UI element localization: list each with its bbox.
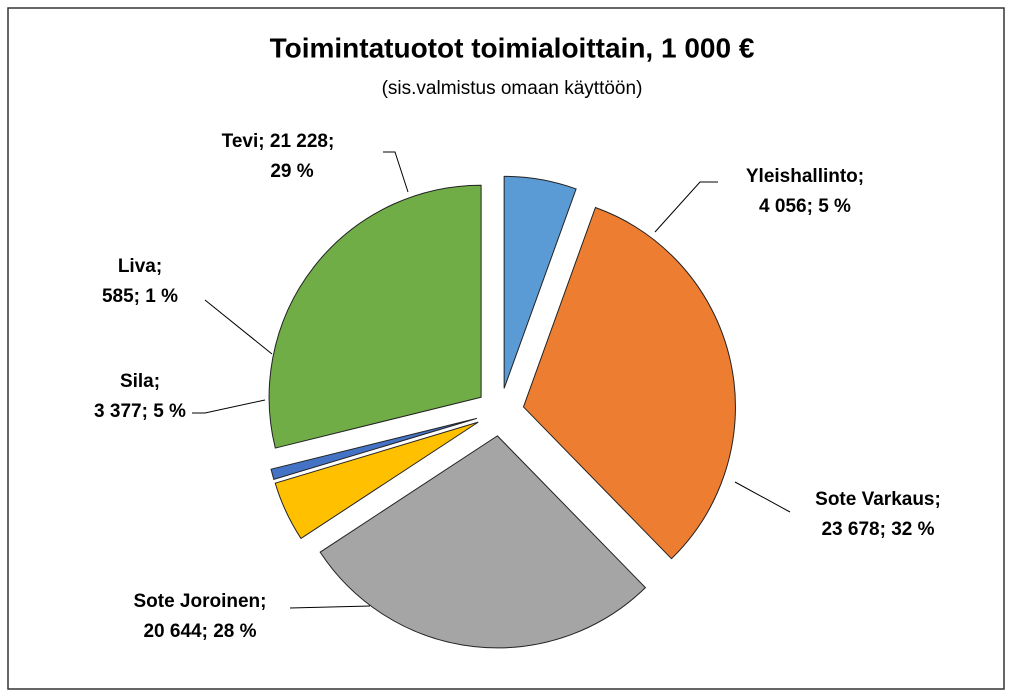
data-label: Tevi; 21 228; [222,131,335,152]
data-label: Sote Joroinen; [133,591,266,612]
data-label: Liva; [118,256,162,277]
pie-slice [274,421,479,540]
data-label: Sila; [120,371,160,392]
leader-line [289,605,371,609]
leader-line [192,399,266,414]
chart-subtitle: (sis.valmistus omaan käyttöön) [382,78,643,99]
data-label: 585; 1 % [102,286,178,307]
data-label: Sote Varkaus; [815,489,941,510]
data-label: Yleishallinto; [746,166,864,187]
data-label: 29 % [270,161,313,182]
pie-slice [503,175,577,389]
pie-slice [522,206,736,560]
data-label: 3 377; 5 % [94,401,186,422]
leader-line [204,299,273,355]
data-label: 23 678; 32 % [821,519,934,540]
leader-line [383,151,409,193]
data-label: 20 644; 28 % [143,621,256,642]
leader-line [734,481,791,513]
pie-slice [319,435,647,649]
data-label: 4 056; 5 % [759,196,851,217]
pie-slice [268,184,482,449]
leader-line [654,181,718,233]
pie-slice [270,417,477,481]
chart-title: Toimintatuotot toimialoittain, 1 000 € [270,32,755,63]
